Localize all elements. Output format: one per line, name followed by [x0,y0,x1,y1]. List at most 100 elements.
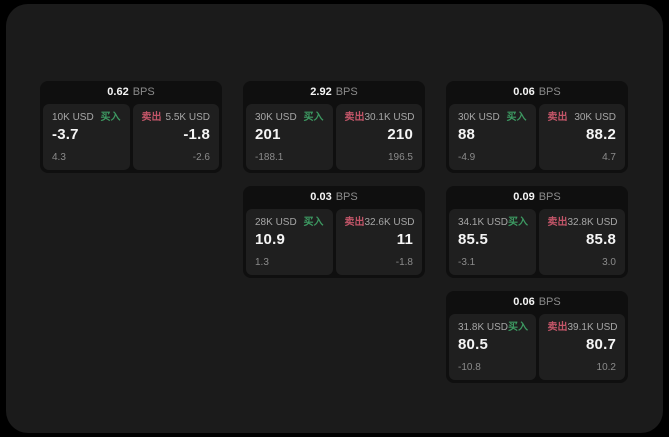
buy-panel-header: 34.1K USD 买入 [458,217,529,228]
sell-sub-value: 3.0 [602,257,616,268]
buy-price: 10.9 [255,231,285,248]
spread-header: 2.92 BPS [243,81,425,104]
buy-amount: 34.1K USD [458,217,509,228]
sell-price: 210 [387,126,413,143]
buy-panel[interactable]: 10K USD 买入 -3.7 4.3 [43,104,130,170]
buy-price: 80.5 [458,336,488,353]
buy-panel-header: 31.8K USD 买入 [458,322,529,333]
buy-amount: 31.8K USD [458,322,509,333]
sell-sub-value: 4.7 [602,152,616,163]
buy-side-label: 买入 [100,112,121,123]
quote-card: 0.06 BPS 30K USD 买入 88 -4.9 卖出 30K USD [446,81,628,173]
quote-panels: 28K USD 买入 10.9 1.3 卖出 32.6K USD 11 -1.8 [243,209,425,278]
sell-amount: 32.6K USD [364,217,415,228]
buy-panel[interactable]: 31.8K USD 买入 80.5 -10.8 [449,314,536,380]
spread-unit: BPS [538,86,561,98]
sell-sub-value: -1.8 [395,257,413,268]
sell-panel[interactable]: 卖出 30.1K USD 210 196.5 [335,104,422,170]
sell-price: 80.7 [586,336,616,353]
sell-sub-value: 196.5 [387,152,413,163]
sell-price: -1.8 [183,126,210,143]
buy-sub-value: 4.3 [52,152,66,163]
quote-panels: 34.1K USD 买入 85.5 -3.1 卖出 32.8K USD 85.8… [446,209,628,278]
sell-side-label: 卖出 [547,322,568,333]
sell-price: 85.8 [586,231,616,248]
sell-amount: 5.5K USD [165,112,210,123]
sell-amount: 39.1K USD [567,322,618,333]
buy-side-label: 买入 [508,322,529,333]
sell-side-label: 卖出 [547,217,568,228]
buy-panel-header: 30K USD 买入 [255,112,324,123]
spread-header: 0.62 BPS [40,81,222,104]
quote-cards-grid: 0.62 BPS 10K USD 买入 -3.7 4.3 卖出 5.5K USD [40,81,628,383]
sell-panel-header: 卖出 5.5K USD [142,112,211,123]
buy-price: -3.7 [52,126,79,143]
sell-panel[interactable]: 卖出 5.5K USD -1.8 -2.6 [132,104,219,170]
sell-panel-header: 卖出 39.1K USD [547,322,618,333]
sell-panel-header: 卖出 30K USD [548,112,617,123]
buy-side-label: 买入 [303,217,324,228]
sell-side-label: 卖出 [344,217,365,228]
buy-price: 85.5 [458,231,488,248]
buy-side-label: 买入 [303,112,324,123]
buy-sub-value: -3.1 [458,257,476,268]
spread-unit: BPS [335,191,358,203]
sell-side-label: 卖出 [141,112,162,123]
sell-sub-value: -2.6 [192,152,210,163]
buy-panel[interactable]: 34.1K USD 买入 85.5 -3.1 [449,209,536,275]
quote-card: 0.62 BPS 10K USD 买入 -3.7 4.3 卖出 5.5K USD [40,81,222,173]
spread-value: 0.06 [513,296,535,308]
sell-price: 88.2 [586,126,616,143]
buy-amount: 10K USD [52,112,94,123]
sell-price: 11 [396,231,413,248]
buy-sub-value: -188.1 [255,152,284,163]
buy-panel-header: 10K USD 买入 [52,112,121,123]
spread-header: 0.03 BPS [243,186,425,209]
buy-amount: 28K USD [255,217,297,228]
sell-panel-header: 卖出 30.1K USD [344,112,415,123]
sell-panel[interactable]: 卖出 32.6K USD 11 -1.8 [335,209,422,275]
buy-panel-header: 30K USD 买入 [458,112,527,123]
buy-panel[interactable]: 28K USD 买入 10.9 1.3 [246,209,333,275]
spread-header: 0.09 BPS [446,186,628,209]
buy-panel[interactable]: 30K USD 买入 201 -188.1 [246,104,333,170]
buy-sub-value: -4.9 [458,152,476,163]
buy-amount: 30K USD [255,112,297,123]
quote-card: 0.06 BPS 31.8K USD 买入 80.5 -10.8 卖出 39.1… [446,291,628,383]
spread-unit: BPS [335,86,358,98]
spread-value: 0.06 [513,86,535,98]
buy-amount: 30K USD [458,112,500,123]
sell-panel[interactable]: 卖出 39.1K USD 80.7 10.2 [538,314,625,380]
sell-side-label: 卖出 [344,112,365,123]
quote-card: 2.92 BPS 30K USD 买入 201 -188.1 卖出 30.1K … [243,81,425,173]
app-background: 0.62 BPS 10K USD 买入 -3.7 4.3 卖出 5.5K USD [6,4,663,433]
buy-side-label: 买入 [506,112,527,123]
spread-unit: BPS [132,86,155,98]
sell-panel-header: 卖出 32.8K USD [547,217,618,228]
quote-panels: 30K USD 买入 201 -188.1 卖出 30.1K USD 210 1… [243,104,425,173]
sell-panel-header: 卖出 32.6K USD [344,217,415,228]
quote-panels: 31.8K USD 买入 80.5 -10.8 卖出 39.1K USD 80.… [446,314,628,383]
spread-unit: BPS [538,191,561,203]
spread-value: 0.09 [513,191,535,203]
buy-panel[interactable]: 30K USD 买入 88 -4.9 [449,104,536,170]
spread-unit: BPS [538,296,561,308]
spread-header: 0.06 BPS [446,291,628,314]
buy-panel-header: 28K USD 买入 [255,217,324,228]
buy-price: 88 [458,126,476,143]
quote-card: 0.09 BPS 34.1K USD 买入 85.5 -3.1 卖出 32.8K… [446,186,628,278]
sell-panel[interactable]: 卖出 32.8K USD 85.8 3.0 [538,209,625,275]
sell-panel[interactable]: 卖出 30K USD 88.2 4.7 [538,104,625,170]
spread-value: 0.62 [107,86,129,98]
spread-header: 0.06 BPS [446,81,628,104]
buy-price: 201 [255,126,281,143]
sell-amount: 32.8K USD [567,217,618,228]
sell-side-label: 卖出 [547,112,568,123]
spread-value: 2.92 [310,86,332,98]
quote-panels: 30K USD 买入 88 -4.9 卖出 30K USD 88.2 4.7 [446,104,628,173]
sell-amount: 30K USD [574,112,616,123]
buy-sub-value: 1.3 [255,257,269,268]
buy-sub-value: -10.8 [458,362,481,373]
sell-sub-value: 10.2 [596,362,616,373]
buy-side-label: 买入 [508,217,529,228]
